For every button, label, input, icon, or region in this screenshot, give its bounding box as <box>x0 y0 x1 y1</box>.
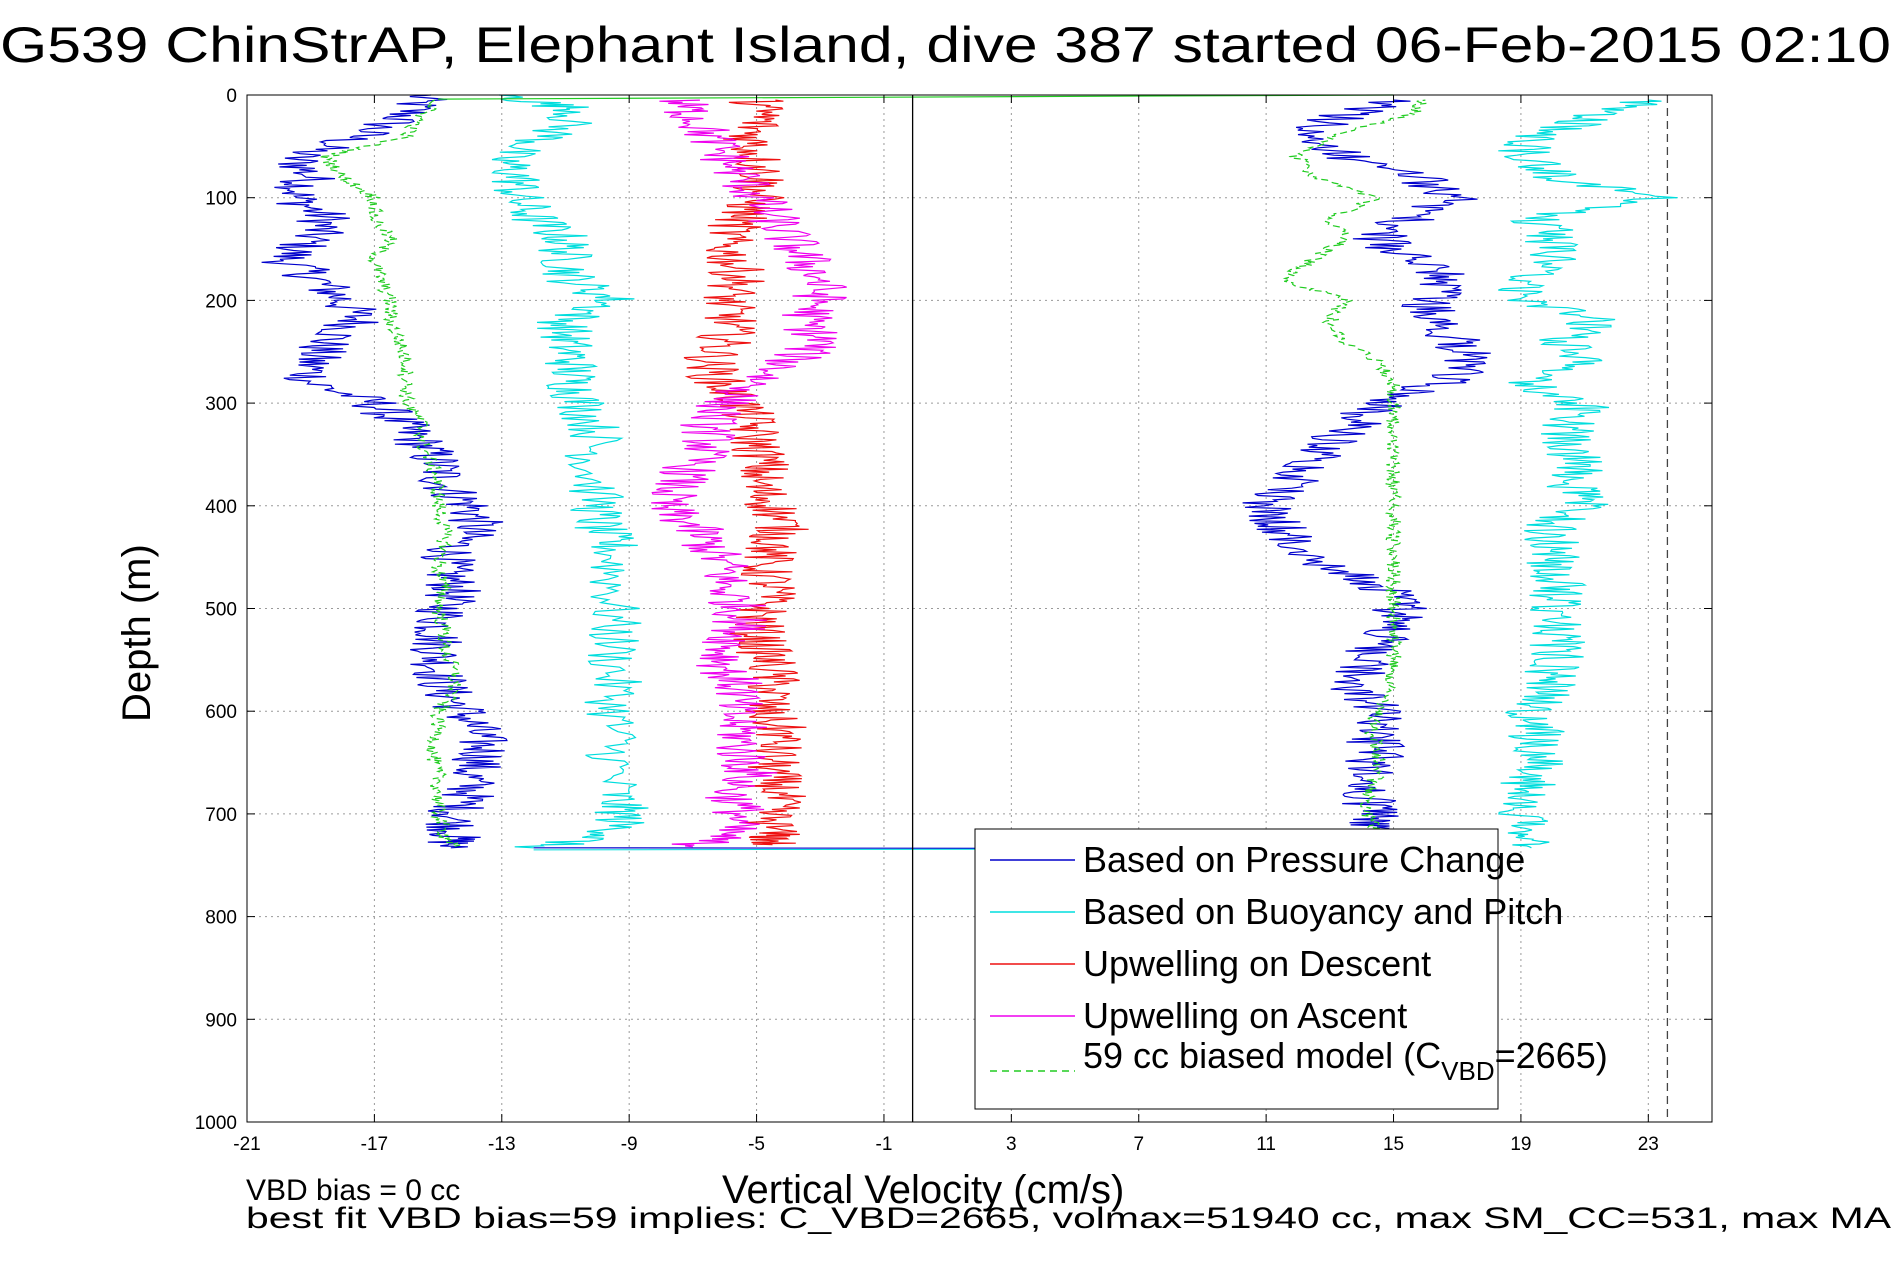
footer-best-fit: best fit VBD bias=59 implies: C_VBD=2665… <box>246 1202 1891 1235</box>
series-line-upwelling-on-ascent <box>651 99 847 848</box>
x-tick-label: 11 <box>1256 1134 1276 1155</box>
legend: Based on Pressure Change Based on Buoyanc… <box>974 828 1608 1110</box>
footer-vbd-bias: VBD bias = 0 cc <box>246 1174 460 1207</box>
legend-label: Based on Buoyancy and Pitch <box>1083 891 1563 932</box>
x-tick-label: 19 <box>1510 1134 1531 1155</box>
legend-box <box>974 828 1499 1110</box>
y-tick-label: 200 <box>205 291 237 312</box>
series-line-59-cc-biased-model-c-vbd-2665 <box>1282 99 1427 848</box>
y-tick-label: 900 <box>205 1010 237 1031</box>
legend-entries: Based on Pressure Change Based on Buoyanc… <box>990 839 1563 1036</box>
series-line-based-on-pressure-change <box>261 94 508 849</box>
x-tick-label: 15 <box>1383 1134 1404 1155</box>
chart-title: G539 ChinStrAP, Elephant Island, dive 38… <box>0 17 1891 73</box>
reference-lines <box>911 95 1669 1122</box>
legend-model-text-a: 59 cc biased model (C <box>1083 1035 1441 1076</box>
y-tick-label: 0 <box>226 86 237 107</box>
x-tick-label: 23 <box>1638 1134 1659 1155</box>
y-tick-label: 600 <box>205 702 237 723</box>
y-tick-label: 300 <box>205 394 237 415</box>
x-tick-label: 7 <box>1133 1134 1144 1155</box>
y-tick-label: 100 <box>205 189 237 210</box>
y-axis-ticks: 0 100 200 300 400 500 600 700 800 900 1000 <box>195 86 1712 1134</box>
legend-model-text-b: =2665) <box>1495 1035 1608 1076</box>
y-tick-label: 500 <box>205 600 237 621</box>
x-axis-label: Vertical Velocity (cm/s) <box>722 1168 1124 1212</box>
legend-model-subscript: VBD <box>1441 1056 1494 1086</box>
series-line-59-cc-biased-model-c-vbd-2665 <box>319 99 462 848</box>
x-axis-ticks: -21 -17 -13 -9 -5 -1 3 7 11 15 19 23 <box>233 95 1659 1155</box>
y-axis-label: Depth (m) <box>115 544 159 722</box>
legend-label: Based on Pressure Change <box>1083 839 1525 880</box>
x-tick-label: -9 <box>621 1134 638 1155</box>
series-line-based-on-buoyancy-and-pitch <box>491 94 649 849</box>
surface-transition-line <box>438 94 1394 100</box>
y-tick-label: 1000 <box>195 1113 237 1134</box>
x-tick-label: -1 <box>876 1134 893 1155</box>
y-tick-label: 800 <box>205 908 237 929</box>
x-tick-label: -5 <box>748 1134 765 1155</box>
series-line-based-on-buoyancy-and-pitch <box>1498 99 1678 849</box>
legend-label: Upwelling on Descent <box>1083 943 1431 984</box>
y-tick-label: 400 <box>205 497 237 518</box>
x-tick-label: -13 <box>488 1134 515 1155</box>
legend-label: Upwelling on Ascent <box>1083 995 1407 1036</box>
series-line-based-on-pressure-change <box>1242 99 1491 849</box>
y-tick-label: 700 <box>205 805 237 826</box>
x-tick-label: -17 <box>361 1134 388 1155</box>
x-tick-label: -21 <box>233 1134 260 1155</box>
x-tick-label: 3 <box>1006 1134 1017 1155</box>
legend-label-model: 59 cc biased model (CVBD=2665) <box>1083 1035 1608 1086</box>
